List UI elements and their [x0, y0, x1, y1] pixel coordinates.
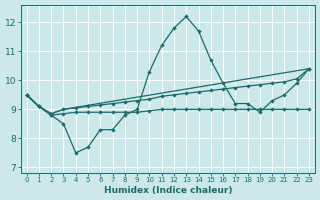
X-axis label: Humidex (Indice chaleur): Humidex (Indice chaleur) — [104, 186, 232, 195]
